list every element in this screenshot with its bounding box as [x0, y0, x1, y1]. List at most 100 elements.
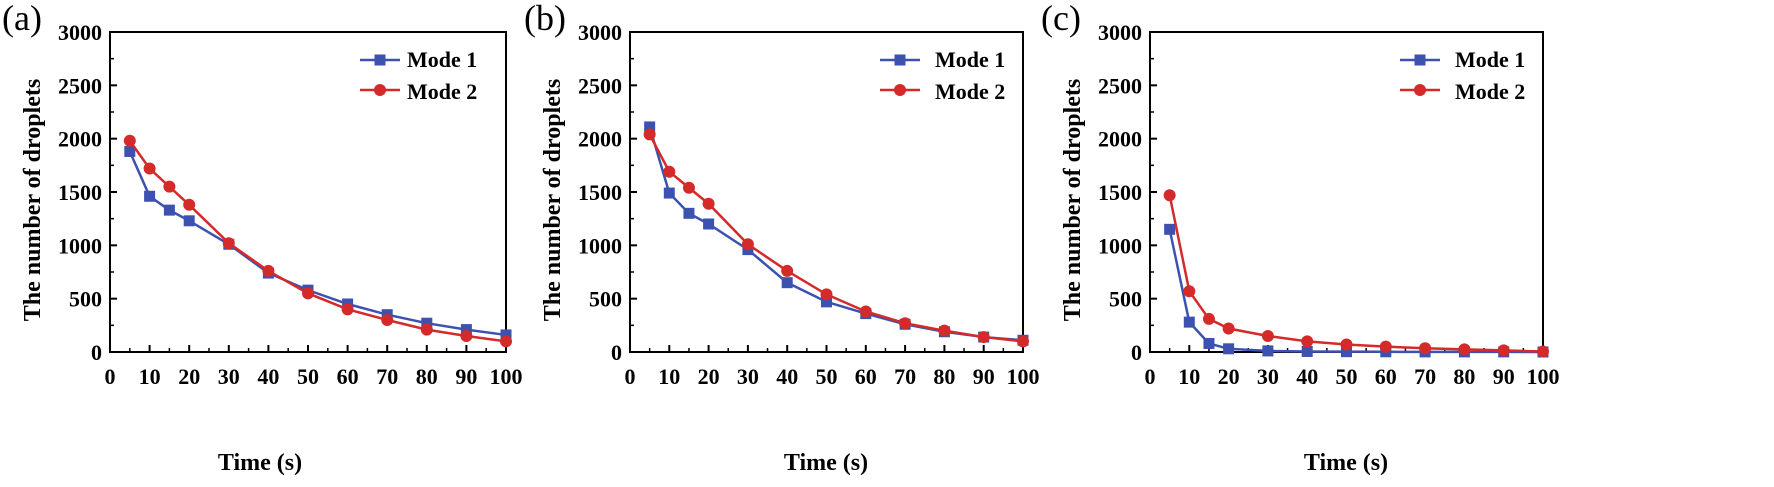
data-point — [1341, 346, 1352, 358]
y-tick-label: 1000 — [1098, 233, 1142, 258]
panel-label: (b) — [524, 0, 566, 38]
data-point — [1301, 335, 1314, 348]
data-point — [302, 287, 314, 300]
series-line — [648, 133, 1024, 343]
data-point — [1497, 344, 1510, 357]
data-point — [341, 303, 354, 316]
x-tick-label: 20 — [178, 364, 200, 389]
legend-item-mode-1: Mode 1 — [1455, 47, 1525, 72]
data-point — [262, 264, 275, 277]
data-point — [1222, 322, 1235, 335]
data-point — [183, 198, 196, 211]
x-tick-label: 100 — [1527, 364, 1560, 389]
y-tick-label: 3000 — [578, 20, 622, 45]
data-point — [1261, 330, 1274, 342]
x-tick-label: 90 — [973, 364, 995, 389]
data-point — [703, 218, 715, 230]
data-point — [643, 128, 656, 141]
legend-marker — [374, 84, 386, 96]
legend: Mode 1 Mode 2 — [1455, 47, 1525, 104]
chart-panel-c: (c) Time (s) The number of droplets Mode… — [1041, 0, 1560, 476]
x-axis-title: Time (s) — [784, 450, 868, 476]
legend-item-mode-2: Mode 2 — [935, 79, 1005, 104]
legend-label-mode-2: Mode 2 — [407, 79, 477, 104]
x-tick-label: 30 — [1257, 364, 1279, 389]
legend-label-mode-2: Mode 2 — [935, 79, 1005, 104]
legend-label-mode-2: Mode 2 — [1455, 79, 1525, 104]
data-point — [663, 165, 676, 178]
y-tick-label: 0 — [611, 340, 622, 365]
x-tick-label: 60 — [337, 364, 359, 389]
y-tick-label: 500 — [589, 287, 622, 312]
data-point — [899, 317, 912, 330]
legend-item-mode-1: Mode 1 — [407, 47, 477, 72]
series-mode-1 — [124, 145, 512, 341]
series-mode-2 — [123, 134, 512, 348]
data-point — [1183, 285, 1196, 298]
data-point — [1164, 223, 1176, 235]
y-axis-title: The number of droplets — [540, 79, 566, 321]
series-mode-1 — [644, 121, 1029, 346]
legend-item-mode-2: Mode 2 — [407, 79, 477, 104]
data-point — [821, 296, 832, 308]
x-tick-label: 70 — [1414, 364, 1436, 389]
legend-label-mode-1: Mode 1 — [935, 47, 1005, 72]
data-point — [644, 121, 656, 133]
series-line — [648, 126, 1024, 342]
data-point — [820, 288, 833, 301]
legend-marker — [1414, 84, 1426, 96]
data-point — [500, 329, 512, 341]
data-point — [381, 314, 394, 326]
x-tick-label: 40 — [1296, 364, 1318, 389]
x-tick-label: 90 — [1493, 364, 1515, 389]
data-point — [1017, 335, 1029, 348]
x-tick-label: 0 — [105, 364, 116, 389]
y-tick-label: 2500 — [578, 73, 622, 98]
x-tick-label: 0 — [625, 364, 636, 389]
data-point — [781, 277, 793, 289]
data-point — [163, 204, 175, 216]
legend-item-mode-1: Mode 1 — [935, 47, 1005, 72]
data-point — [420, 323, 433, 336]
data-point — [1340, 338, 1353, 351]
y-tick-label: 2000 — [58, 127, 102, 152]
x-tick-label: 10 — [139, 364, 161, 389]
data-point — [702, 197, 715, 210]
x-tick-label: 10 — [658, 364, 680, 389]
data-point — [1458, 343, 1471, 356]
x-tick-label: 100 — [490, 364, 523, 389]
series-mode-2 — [1163, 189, 1549, 358]
panel-label: (a) — [2, 0, 42, 38]
x-tick-label: 40 — [257, 364, 279, 389]
y-tick-label: 1500 — [58, 180, 102, 205]
x-axis-title: Time (s) — [1304, 450, 1388, 476]
data-point — [938, 324, 951, 337]
y-tick-label: 500 — [69, 287, 102, 312]
x-tick-label: 100 — [1007, 364, 1040, 389]
legend-label-mode-1: Mode 1 — [407, 47, 477, 72]
data-point — [781, 264, 794, 277]
y-axis-title: The number of droplets — [20, 79, 46, 321]
data-point — [1183, 316, 1195, 328]
legend-marker — [894, 54, 906, 66]
y-tick-label: 1000 — [58, 233, 102, 258]
x-tick-label: 90 — [455, 364, 477, 389]
data-point — [500, 335, 512, 348]
x-tick-label: 40 — [776, 364, 798, 389]
x-tick-label: 60 — [855, 364, 877, 389]
data-point — [741, 238, 754, 251]
series-mode-1 — [1164, 223, 1549, 358]
legend-swatch-1 — [360, 54, 400, 66]
y-tick-label: 1000 — [578, 233, 622, 258]
legend-label-mode-1: Mode 1 — [1455, 47, 1525, 72]
data-point — [163, 180, 176, 193]
x-tick-label: 30 — [737, 364, 759, 389]
legend-swatch-2 — [1400, 84, 1440, 96]
y-tick-label: 3000 — [58, 20, 102, 45]
x-tick-label: 50 — [1336, 364, 1358, 389]
legend-marker — [894, 84, 906, 96]
data-point — [683, 207, 695, 219]
data-point — [1301, 345, 1313, 357]
